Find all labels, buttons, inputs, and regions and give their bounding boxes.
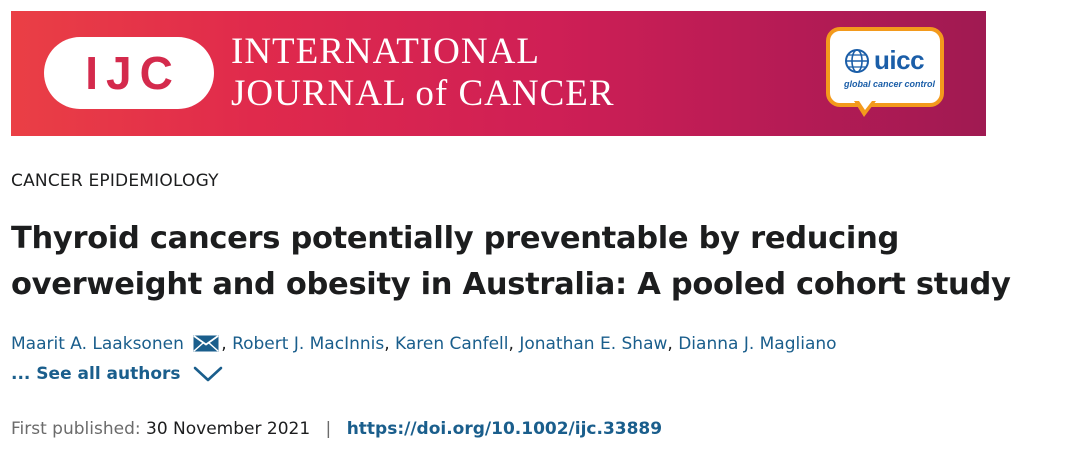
uicc-tagline: global cancer control bbox=[844, 79, 936, 89]
author-link[interactable]: Jonathan E. Shaw bbox=[519, 334, 668, 354]
author-list: Maarit A. Laaksonen , Robert J. MacInnis… bbox=[11, 334, 837, 354]
journal-title-line2: JOURNAL of CANCER bbox=[231, 73, 615, 114]
uicc-logo-text: uicc bbox=[874, 45, 925, 75]
envelope-icon[interactable] bbox=[193, 335, 219, 352]
author-separator: , bbox=[384, 334, 390, 354]
doi-link[interactable]: https://doi.org/10.1002/ijc.33889 bbox=[346, 419, 663, 439]
author-link[interactable]: Maarit A. Laaksonen bbox=[11, 334, 184, 354]
publication-divider: | bbox=[325, 419, 332, 439]
article-title: Thyroid cancers potentially preventable … bbox=[11, 221, 1011, 302]
author-separator: , bbox=[667, 334, 673, 354]
journal-title-line1: INTERNATIONAL bbox=[231, 31, 540, 72]
published-date: 30 November 2021 bbox=[146, 419, 311, 439]
see-all-authors-label: ... See all authors bbox=[11, 364, 181, 384]
journal-banner: IJC INTERNATIONAL JOURNAL of CANCER uicc… bbox=[11, 11, 986, 136]
author-link[interactable]: Dianna J. Magliano bbox=[678, 334, 837, 354]
author-separator: , bbox=[221, 334, 227, 354]
article-section-label: CANCER EPIDEMIOLOGY bbox=[11, 171, 219, 191]
chevron-down-icon bbox=[193, 366, 222, 382]
see-all-authors-button[interactable]: ... See all authors bbox=[11, 364, 223, 384]
journal-title: INTERNATIONAL JOURNAL of CANCER bbox=[231, 31, 615, 115]
globe-icon bbox=[845, 49, 869, 73]
author-link[interactable]: Karen Canfell bbox=[395, 334, 509, 354]
author-separator: , bbox=[508, 334, 514, 354]
uicc-bubble-tail-inner bbox=[859, 101, 872, 110]
publication-info: First published: 30 November 2021 | http… bbox=[11, 419, 662, 439]
author-link[interactable]: Robert J. MacInnis bbox=[232, 334, 385, 354]
published-label: First published: bbox=[11, 419, 141, 439]
uicc-logo[interactable]: uicc global cancer control bbox=[826, 27, 944, 107]
ijc-logo[interactable]: IJC bbox=[44, 37, 214, 109]
ijc-logo-text: IJC bbox=[85, 47, 181, 99]
